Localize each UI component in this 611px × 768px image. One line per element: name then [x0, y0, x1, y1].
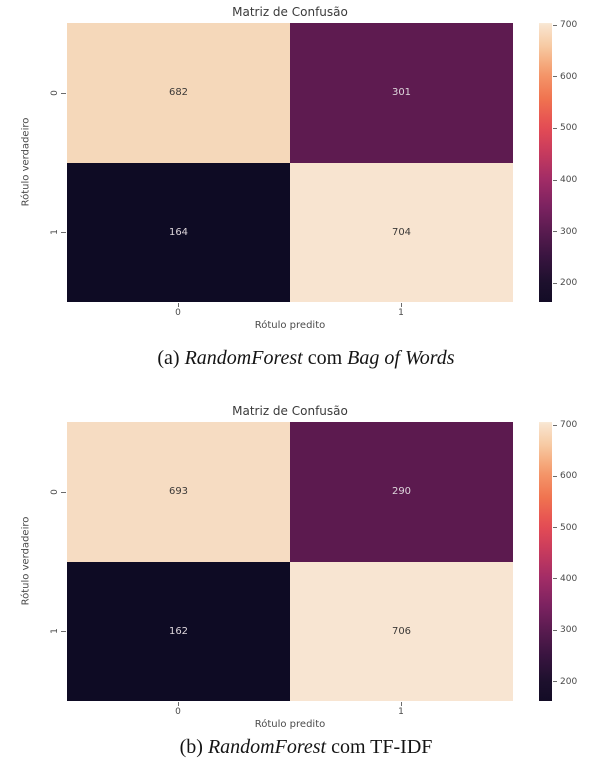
- x-axis-label: Rótulo predito: [254, 719, 326, 730]
- heatmap-cell-r1c0: 162: [67, 561, 290, 701]
- colorbar-tick: 600: [553, 471, 577, 481]
- figure-b: Matriz de Confusão Rótulo verdadeiro 0 1…: [0, 399, 611, 768]
- y-tick-mark: [61, 631, 66, 632]
- x-tick-label-0: 0: [175, 707, 181, 717]
- heatmap-cell-r0c1: 290: [290, 422, 513, 562]
- figure-caption-a: (a) RandomForest com Bag of Words: [6, 347, 606, 370]
- y-tick-mark: [61, 492, 66, 493]
- colorbar-tick: 500: [553, 523, 577, 533]
- colorbar-tick-mark: [553, 231, 557, 233]
- x-tick-mark: [178, 702, 179, 706]
- figure-a: Matriz de Confusão Rótulo verdadeiro 0 1…: [6, 5, 606, 370]
- caption-model: RandomForest: [207, 736, 327, 758]
- heatmap: 693 290 162 706: [67, 422, 513, 701]
- colorbar-tick-mark: [553, 424, 557, 426]
- colorbar-tick: 200: [553, 278, 577, 288]
- heatmap-cell-r0c1: 301: [290, 23, 513, 163]
- colorbar-tick-mark: [553, 629, 557, 631]
- colorbar-tick-mark: [553, 127, 557, 129]
- caption-index: (b): [179, 736, 203, 758]
- x-tick-mark: [401, 303, 402, 307]
- chart-title: Matriz de Confusão: [232, 5, 348, 19]
- x-tick-mark: [401, 702, 402, 706]
- colorbar-tick: 700: [553, 420, 577, 430]
- x-tick-label-1: 1: [398, 707, 404, 717]
- chart-title: Matriz de Confusão: [232, 404, 348, 418]
- colorbar-tick: 700: [553, 20, 577, 30]
- caption-method: Bag of Words: [347, 347, 455, 369]
- colorbar-tick: 400: [553, 574, 577, 584]
- y-tick-mark: [61, 93, 66, 94]
- colorbar-tick-mark: [553, 681, 557, 682]
- caption-method: TF-IDF: [370, 736, 433, 758]
- x-tick-label-1: 1: [398, 308, 404, 318]
- colorbar-tick: 300: [553, 227, 577, 237]
- colorbar-tick-mark: [553, 179, 557, 181]
- y-tick-mark: [61, 232, 66, 233]
- colorbar-tick-mark: [553, 24, 557, 26]
- caption-connector: com: [307, 347, 343, 369]
- figure-caption-b: (b) RandomForest com TF-IDF: [6, 736, 606, 759]
- heatmap-cell-r0c0: 682: [67, 23, 290, 163]
- colorbar-tick: 400: [553, 175, 577, 185]
- heatmap-cell-r1c0: 164: [67, 162, 290, 302]
- colorbar-tick-mark: [553, 76, 557, 78]
- caption-connector: com: [331, 736, 366, 758]
- colorbar-tick-mark: [553, 282, 557, 284]
- x-tick-label-0: 0: [175, 308, 181, 318]
- heatmap-cell-r1c1: 704: [290, 162, 513, 302]
- colorbar-tick: 200: [553, 677, 577, 687]
- colorbar-tick-mark: [553, 475, 557, 477]
- colorbar: [539, 422, 552, 701]
- colorbar: [539, 23, 552, 302]
- x-tick-mark: [178, 303, 179, 307]
- heatmap-cell-r1c1: 706: [290, 561, 513, 701]
- colorbar-tick-mark: [553, 578, 557, 580]
- colorbar-tick-mark: [553, 527, 557, 529]
- heatmap-cell-r0c0: 693: [67, 422, 290, 562]
- colorbar-ticks: 700 600 500 400 300 200: [553, 20, 601, 302]
- colorbar-tick: 600: [553, 72, 577, 82]
- colorbar-tick: 300: [553, 625, 577, 635]
- caption-index: (a): [157, 347, 180, 369]
- x-axis-label: Rótulo predito: [254, 320, 326, 331]
- heatmap: 682 301 164 704: [67, 23, 513, 302]
- colorbar-ticks: 700 600 500 400 300 200: [553, 420, 601, 701]
- caption-model: RandomForest: [184, 347, 303, 369]
- colorbar-tick: 500: [553, 123, 577, 133]
